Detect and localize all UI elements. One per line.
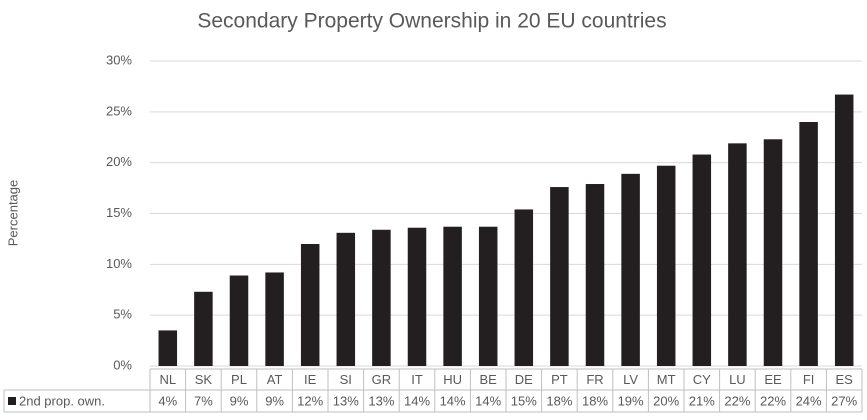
table-value: 27%: [831, 393, 857, 408]
table-value: 14%: [475, 393, 501, 408]
chart-title: Secondary Property Ownership in 20 EU co…: [197, 10, 666, 33]
x-tick-label: ES: [836, 372, 854, 387]
bar: [443, 226, 462, 366]
x-tick-label: PT: [551, 372, 568, 387]
bar: [550, 187, 569, 366]
x-tick-label: IE: [304, 372, 317, 387]
bar: [158, 330, 178, 366]
bar: [372, 229, 391, 366]
table-value: 4%: [158, 393, 177, 408]
table-value: 20%: [653, 393, 679, 408]
bar: [799, 122, 818, 366]
y-tick-label: 10%: [106, 256, 132, 271]
y-axis-label: Percentage: [5, 180, 20, 247]
table-value: 18%: [546, 393, 572, 408]
y-tick-label: 20%: [106, 154, 132, 169]
x-tick-label: SI: [340, 372, 352, 387]
bar: [728, 143, 747, 366]
x-tick-label: GR: [372, 372, 392, 387]
x-tick-label: EE: [764, 372, 782, 387]
x-tick-label: DE: [515, 372, 533, 387]
x-tick-label: FR: [586, 372, 603, 387]
bar: [336, 232, 356, 366]
x-tick-label: LU: [729, 372, 746, 387]
table-value: 14%: [404, 393, 430, 408]
y-tick-label: 25%: [106, 103, 132, 118]
table-value: 12%: [297, 393, 323, 408]
table-value: 14%: [440, 393, 466, 408]
table-value: 13%: [368, 393, 394, 408]
legend-label: 2nd prop. own.: [19, 393, 105, 408]
bar: [763, 139, 783, 366]
y-tick-label: 0%: [113, 357, 132, 372]
x-tick-label: AT: [267, 372, 283, 387]
bar: [834, 94, 854, 367]
x-tick-label: NL: [159, 372, 176, 387]
table-value: 9%: [265, 393, 284, 408]
table-value: 7%: [194, 393, 213, 408]
bar: [585, 184, 605, 366]
x-tick-label: FI: [803, 372, 815, 387]
y-tick-label: 15%: [106, 205, 132, 220]
x-tick-label: BE: [480, 372, 498, 387]
table-value: 15%: [511, 393, 537, 408]
x-tick-label: MT: [657, 372, 676, 387]
table-value: 19%: [618, 393, 644, 408]
bar: [300, 244, 320, 366]
y-tick-label: 30%: [106, 52, 132, 67]
bar: [229, 275, 249, 366]
bar: [692, 154, 712, 366]
bar: [265, 272, 284, 366]
table-value: 21%: [689, 393, 715, 408]
x-tick-label: SK: [195, 372, 213, 387]
table-value: 22%: [760, 393, 786, 408]
x-tick-label: IT: [411, 372, 423, 387]
y-tick-label: 5%: [113, 307, 132, 322]
legend-swatch: [8, 397, 16, 405]
x-tick-label: LV: [623, 372, 638, 387]
x-tick-label: PL: [231, 372, 247, 387]
bar: [656, 165, 676, 366]
bar: [514, 209, 534, 366]
bar: [478, 226, 498, 366]
bar: [194, 291, 213, 366]
table-value: 18%: [582, 393, 608, 408]
x-tick-label: HU: [443, 372, 462, 387]
bar: [407, 227, 427, 366]
table-value: 13%: [333, 393, 359, 408]
table-value: 22%: [724, 393, 750, 408]
x-tick-label: CY: [693, 372, 711, 387]
bar: [621, 173, 640, 366]
table-value: 24%: [796, 393, 822, 408]
table-value: 9%: [230, 393, 249, 408]
